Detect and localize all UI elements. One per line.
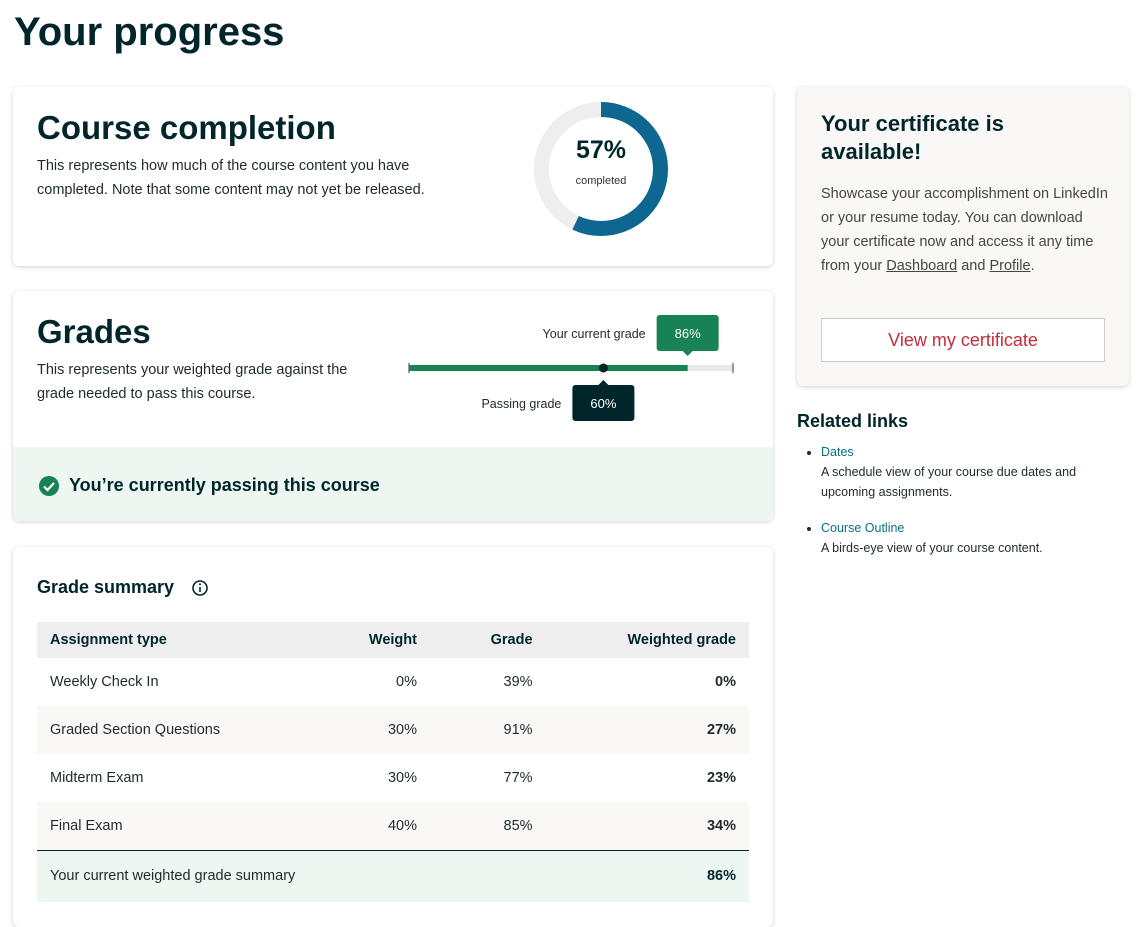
completion-title: Course completion [37, 109, 336, 146]
table-row: Graded Section Questions 30% 91% 27% [37, 706, 749, 754]
passing-grade-marker [598, 363, 608, 373]
link-item: Dates A schedule view of your course due … [821, 442, 1117, 502]
table-cell: 91% [503, 722, 533, 738]
table-cell: 30% [387, 770, 417, 786]
table-row: Final Exam 40% 85% 34% [37, 802, 749, 850]
header-cell: Weighted grade [627, 632, 737, 648]
table-cell: Midterm Exam [50, 770, 144, 786]
text: Showcase your accomplishment on LinkedIn… [821, 186, 1108, 274]
table-cell: 30% [387, 722, 417, 738]
page-title: Your progress [14, 10, 285, 54]
grades-description: This represents your weighted grade agai… [37, 362, 348, 402]
table-cell: 23% [706, 770, 736, 786]
profile-link[interactable]: Profile [989, 258, 1031, 274]
summary-value: 86% [706, 868, 736, 885]
table-cell: 34% [706, 817, 736, 834]
certificate-button[interactable]: View my certificate [821, 318, 1105, 362]
summary-title: Grade summary [37, 577, 175, 597]
completion-description: This represents how much of the course c… [37, 158, 425, 198]
text: and [957, 258, 990, 274]
table-row: Midterm Exam 30% 77% 23% [37, 754, 749, 802]
header-cell: Weight [368, 632, 417, 648]
header-cell: Grade [490, 632, 533, 648]
dashboard-link[interactable]: Dashboard [886, 258, 958, 274]
tooltip-pointer [682, 351, 693, 356]
table-cell: Final Exam [50, 817, 123, 834]
donut-arc [534, 102, 668, 236]
check-icon [39, 476, 59, 496]
table-cell: 27% [706, 722, 736, 738]
header-cell: Assignment type [50, 632, 167, 648]
link-description: A birds-eye view of your course content. [821, 541, 1043, 555]
info-icon[interactable] [191, 579, 209, 597]
grades-card: Grades This represents your weighted gra… [13, 291, 773, 521]
header-row: Assignment type Weight Grade Weighted grade [37, 622, 749, 658]
current-grade-label: Your current grade [543, 327, 646, 341]
current-grade-tooltip [656, 315, 719, 351]
table-cell: 85% [503, 817, 533, 834]
certificate-text: Showcase your accomplishment on LinkedIn… [821, 182, 1111, 278]
donut-caption: completed [576, 175, 627, 187]
table-cell: 0% [396, 674, 417, 690]
table-cell: 77% [503, 770, 533, 786]
passing-grade-tooltip [572, 385, 635, 421]
summary-label: Your current weighted grade summary [50, 868, 296, 885]
summary-row: Your current weighted grade summary 86% [37, 850, 749, 902]
table-row: Weekly Check In 0% 39% 0% [37, 658, 749, 706]
link-item: Course Outline A birds-eye view of your c… [821, 518, 1117, 558]
passing-grade-value: 60% [590, 396, 616, 411]
tooltip-pointer [598, 380, 609, 385]
status-text: You’re currently passing this course [69, 475, 380, 495]
table-cell: Graded Section Questions [50, 722, 221, 738]
related-title: Related links [797, 411, 909, 431]
related-list: Dates A schedule view of your course due … [797, 442, 1117, 574]
grade-table: Assignment type Weight Grade Weighted grade… [37, 622, 749, 902]
certificate-title: Your certificate is available! [821, 111, 1004, 164]
table-cell: 39% [503, 674, 533, 690]
related-link[interactable]: Course Outline [821, 521, 905, 535]
summary-card: Grade summary Assignment type Weight Grade… [13, 547, 773, 927]
link-list: Dates A schedule view of your course due … [797, 442, 1117, 558]
table-cell: 40% [387, 817, 417, 834]
grade-bar: 86% Your current grade 60% Passing grade [408, 315, 734, 421]
completion-card: Course completion This represents how mu… [13, 87, 773, 266]
table-cell: 0% [715, 674, 736, 690]
link-description: A schedule view of your course due dates… [821, 465, 1077, 499]
grades-title: Grades [37, 313, 151, 350]
table-cell: Weekly Check In [50, 674, 159, 690]
certificate-card: Your certificate is available! Showcase … [797, 87, 1129, 386]
status-banner: You’re currently passing this course [13, 447, 773, 521]
donut: 57% completed [534, 102, 668, 236]
related-link[interactable]: Dates [821, 445, 854, 459]
current-grade-value: 86% [675, 326, 701, 341]
donut-value: 57% [576, 136, 626, 164]
text: . [1030, 258, 1035, 274]
current-grade-fill [409, 365, 688, 371]
passing-grade-label: Passing grade [481, 397, 561, 411]
